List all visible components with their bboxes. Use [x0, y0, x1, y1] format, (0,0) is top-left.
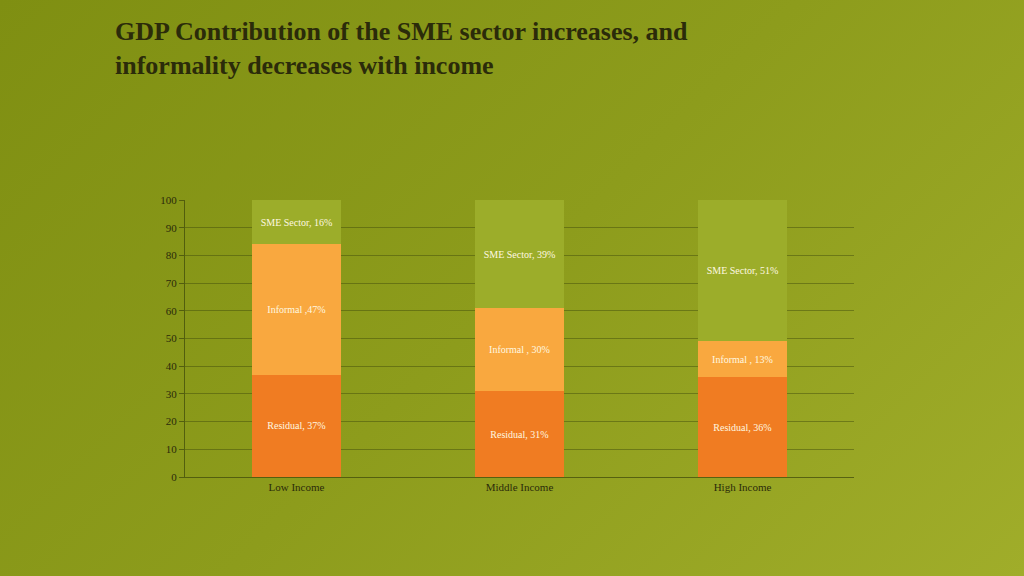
svg-text:10: 10 — [166, 443, 178, 455]
svg-text:60: 60 — [166, 305, 178, 317]
svg-text:90: 90 — [166, 222, 178, 234]
svg-text:20: 20 — [166, 415, 178, 427]
svg-text:SME Sector, 51%: SME Sector, 51% — [707, 265, 779, 276]
svg-text:Informal ,47%: Informal ,47% — [267, 304, 325, 315]
svg-text:Informal , 30%: Informal , 30% — [489, 344, 550, 355]
svg-text:40: 40 — [166, 360, 178, 372]
svg-text:Residual, 37%: Residual, 37% — [267, 420, 325, 431]
svg-text:High Income: High Income — [714, 481, 772, 493]
svg-text:GDP Contribution of the SME se: GDP Contribution of the SME sector incre… — [115, 17, 688, 80]
svg-text:50: 50 — [166, 332, 178, 344]
svg-text:100: 100 — [160, 194, 177, 206]
svg-text:Informal , 13%: Informal , 13% — [712, 354, 773, 365]
svg-text:SME Sector, 39%: SME Sector, 39% — [484, 249, 556, 260]
svg-text:SME Sector, 16%: SME Sector, 16% — [261, 217, 333, 228]
svg-text:Residual, 31%: Residual, 31% — [490, 429, 548, 440]
svg-text:30: 30 — [166, 388, 178, 400]
svg-text:80: 80 — [166, 249, 178, 261]
svg-text:Residual, 36%: Residual, 36% — [713, 422, 771, 433]
svg-text:0: 0 — [171, 471, 177, 483]
svg-text:Middle Income: Middle Income — [486, 481, 554, 493]
svg-text:70: 70 — [166, 277, 178, 289]
svg-text:Low Income: Low Income — [269, 481, 325, 493]
